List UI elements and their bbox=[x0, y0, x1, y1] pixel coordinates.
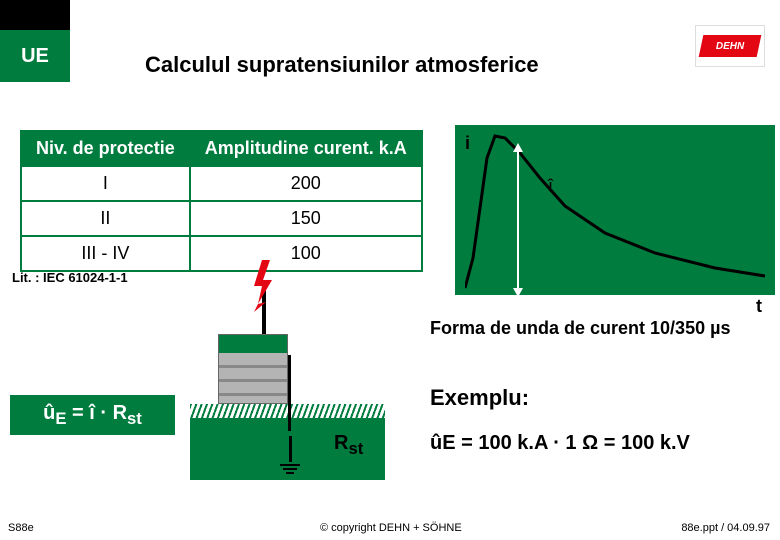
cell-level: I bbox=[21, 166, 190, 201]
chart-y-label: i bbox=[465, 133, 470, 154]
example-equation: ûE = 100 k.A · 1 Ω = 100 k.V bbox=[430, 432, 690, 455]
formula-box: ûE = î · Rst bbox=[10, 395, 175, 435]
chart-x-label: t bbox=[756, 296, 762, 317]
table-header-row: Niv. de protectie Amplitudine curent. k.… bbox=[21, 131, 422, 166]
equation-prefix: ûE = 100 k.A · 1 bbox=[430, 432, 582, 454]
header-badge: UE bbox=[0, 30, 70, 82]
building-stripe bbox=[219, 379, 287, 382]
cell-value: 200 bbox=[190, 166, 422, 201]
col-header-amplitude: Amplitudine curent. k.A bbox=[190, 131, 422, 166]
table-row: III - IV 100 bbox=[21, 236, 422, 271]
example-heading: Exemplu: bbox=[430, 385, 529, 411]
lightning-bolt-icon bbox=[248, 260, 284, 315]
cell-value: 100 bbox=[190, 236, 422, 271]
table-row: II 150 bbox=[21, 201, 422, 236]
waveform-chart bbox=[455, 125, 775, 295]
logo-text: DEHN bbox=[716, 41, 744, 52]
formula-text: ûE = î · Rst bbox=[43, 402, 142, 429]
file-reference: 88e.ppt / 04.09.97 bbox=[681, 522, 770, 534]
page-title: Calculul supratensiunilor atmosferice bbox=[145, 52, 539, 78]
cell-level: II bbox=[21, 201, 190, 236]
ground-symbol-icon bbox=[280, 436, 300, 474]
chart-peak-label: î bbox=[548, 176, 553, 197]
building-body bbox=[218, 334, 288, 404]
rst-label: Rst bbox=[334, 432, 363, 459]
building-top-band bbox=[219, 335, 287, 353]
table-row: I 200 bbox=[21, 166, 422, 201]
building-stripe bbox=[219, 393, 287, 396]
down-conductor bbox=[288, 355, 291, 431]
literature-reference: Lit. : IEC 61024-1-1 bbox=[12, 270, 128, 285]
cell-value: 150 bbox=[190, 201, 422, 236]
header-accent bbox=[0, 0, 70, 30]
protection-table: Niv. de protectie Amplitudine curent. k.… bbox=[20, 130, 423, 272]
copyright-text: © copyright DEHN + SÖHNE bbox=[320, 522, 462, 534]
chart-caption: Forma de unda de curent 10/350 µs bbox=[430, 318, 730, 339]
peak-amplitude-line bbox=[517, 150, 519, 290]
slide-id: S88e bbox=[8, 522, 34, 534]
col-header-level: Niv. de protectie bbox=[21, 131, 190, 166]
equation-suffix: = 100 k.V bbox=[598, 432, 690, 454]
cell-level: III - IV bbox=[21, 236, 190, 271]
building-stripe bbox=[219, 365, 287, 368]
brand-logo: DEHN bbox=[695, 25, 765, 67]
waveform-curve bbox=[465, 130, 770, 290]
peak-arrow-down-icon bbox=[513, 288, 523, 297]
